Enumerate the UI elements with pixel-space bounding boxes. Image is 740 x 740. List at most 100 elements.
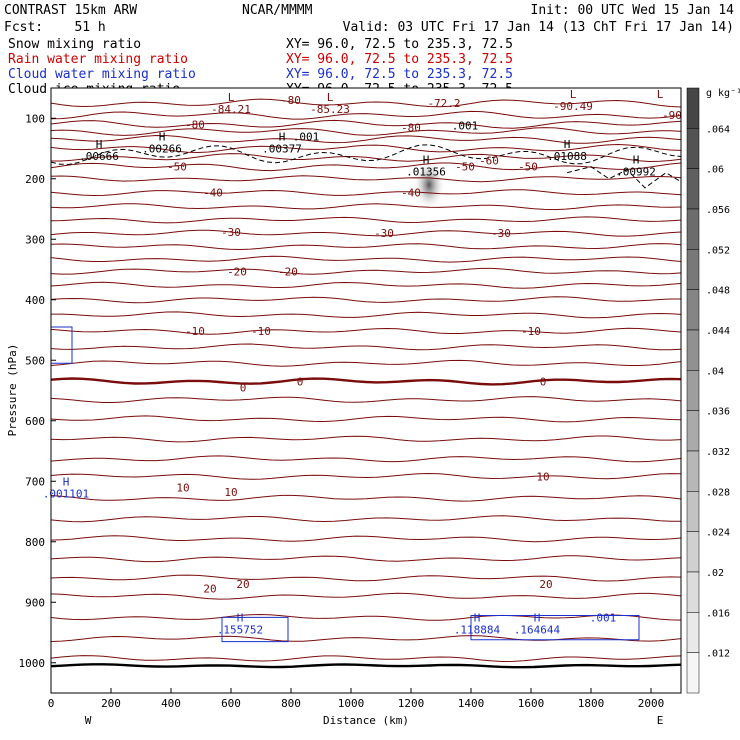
temperature-contour — [50, 555, 682, 563]
x-tick-label: 1000 — [338, 697, 365, 710]
colorbar-segment — [686, 370, 700, 411]
valid-time: Valid: 03 UTC Fri 17 Jan 14 (13 ChT Fri … — [343, 20, 734, 35]
contour-value-label: 10 — [224, 486, 237, 499]
contour-value-label: -40 — [203, 187, 223, 200]
contour-value-label: -20 — [227, 265, 247, 278]
contour-value-label: -80 — [281, 94, 301, 107]
temperature-contour — [50, 255, 682, 263]
extremum-marker: H — [633, 153, 640, 166]
extrema-labels: L-84.21L-85.23 -72.2L-90.49L.001.001H.006… — [43, 88, 664, 636]
temperature-contour — [50, 592, 682, 600]
colorbar-label: .016 — [706, 608, 730, 619]
contour-value-label: -10 — [521, 325, 541, 338]
cloud-water-contour — [470, 615, 640, 641]
temperature-contour — [50, 189, 682, 197]
colorbar-label: .02 — [706, 568, 724, 579]
temperature-contour — [50, 455, 682, 463]
cloud-water-contour — [221, 616, 289, 643]
contour-value-label: 0 — [540, 375, 547, 388]
colorbar-label: .032 — [706, 447, 730, 458]
cloud-ice-maximum — [413, 158, 445, 211]
colorbar-segment — [686, 128, 700, 169]
temperature-contour — [50, 175, 682, 183]
extremum-value: .155752 — [217, 623, 263, 636]
contour-value-label: 0 — [297, 375, 304, 388]
colorbar-segment — [686, 87, 700, 129]
x-tick-label: 200 — [101, 697, 121, 710]
extremum-marker: H — [423, 153, 430, 166]
x-axis-east-label: E — [657, 714, 664, 727]
contour-value-label: -30 — [374, 227, 394, 240]
temperature-contour — [51, 153, 682, 163]
x-tick-label: 600 — [221, 697, 241, 710]
extremum-value: .001 — [590, 611, 617, 624]
extremum-value: .001 — [293, 130, 320, 143]
field-xy: XY= 96.0, 72.5 to 235.3, 72.5 — [286, 52, 513, 67]
contour-value-label: 20 — [236, 578, 249, 591]
extremum-marker: H — [159, 131, 166, 144]
extremum-value: .00266 — [142, 143, 182, 156]
extremum-marker: H — [96, 138, 103, 151]
colorbar-segment — [686, 289, 700, 331]
colorbar-label: .06 — [706, 165, 724, 176]
colorbar-segment — [686, 450, 700, 492]
x-tick-label: 1400 — [458, 697, 485, 710]
temperature-contour — [50, 162, 682, 172]
temperature-contour — [50, 415, 682, 423]
colorbar-label: .044 — [706, 326, 730, 337]
temperature-contour — [50, 574, 682, 582]
temperature-contour — [50, 515, 682, 523]
y-axis: 100 200 300 400 500 600 700 800 900 1000 — [19, 112, 56, 670]
extremum-marker: H — [63, 475, 70, 488]
y-tick-label: 1000 — [19, 657, 46, 670]
x-tick-label: 0 — [48, 697, 55, 710]
extremum-value: -85.23 — [310, 103, 350, 116]
extremum-value: .01088 — [547, 150, 587, 163]
model-title: CONTRAST 15km ARW — [4, 3, 137, 18]
cloud-ice-contour — [566, 166, 682, 189]
extremum-marker: H — [237, 611, 244, 624]
extremum-marker: H — [534, 611, 541, 624]
temperature-contour — [50, 343, 682, 351]
temperature-contour — [50, 110, 682, 120]
temperature-contour — [50, 613, 682, 621]
temperature-contour — [50, 494, 682, 502]
contour-value-label: -10 — [251, 325, 271, 338]
contour-value-label: 0 — [240, 381, 247, 394]
extremum-marker: L — [657, 88, 664, 101]
y-tick-label: 400 — [25, 294, 45, 307]
contour-value-label: -80 — [401, 121, 421, 134]
temperature-contour — [50, 359, 682, 367]
extremum-value: -90.49 — [553, 100, 593, 113]
colorbar-label: .052 — [706, 245, 730, 256]
temperature-contour — [50, 535, 682, 543]
colorbar-segment — [686, 491, 700, 532]
extremum-value: .118884 — [454, 623, 501, 636]
temperature-contour — [50, 327, 682, 335]
extremum-value: .01356 — [406, 165, 446, 178]
x-axis-west-label: W — [85, 714, 92, 727]
y-tick-label: 600 — [25, 415, 45, 428]
cloud-ice-contour — [50, 144, 682, 165]
colorbar-segment — [686, 612, 700, 653]
plot-frame — [50, 87, 682, 694]
contour-value-label: -90 — [662, 109, 682, 122]
extremum-value: .00666 — [79, 150, 119, 163]
colorbar-label: .036 — [706, 407, 730, 418]
contour-value-label: 10 — [176, 481, 189, 494]
x-tick-label: 1800 — [578, 697, 605, 710]
y-tick-label: 200 — [25, 173, 45, 186]
temperature-contour — [50, 472, 682, 480]
freezing-level-contour — [50, 377, 682, 386]
extremum-value: .001 — [452, 120, 479, 133]
extremum-value: .164644 — [514, 623, 561, 636]
colorbar-label: .012 — [706, 649, 730, 660]
temperature-contours — [50, 98, 682, 669]
temperature-contour — [50, 203, 682, 211]
field-name: Rain water mixing ratio — [8, 52, 188, 67]
temperature-contour — [50, 243, 682, 251]
contour-value-label: -50 — [455, 161, 475, 174]
colorbar-segment — [686, 410, 700, 452]
y-tick-label: 800 — [25, 536, 45, 549]
